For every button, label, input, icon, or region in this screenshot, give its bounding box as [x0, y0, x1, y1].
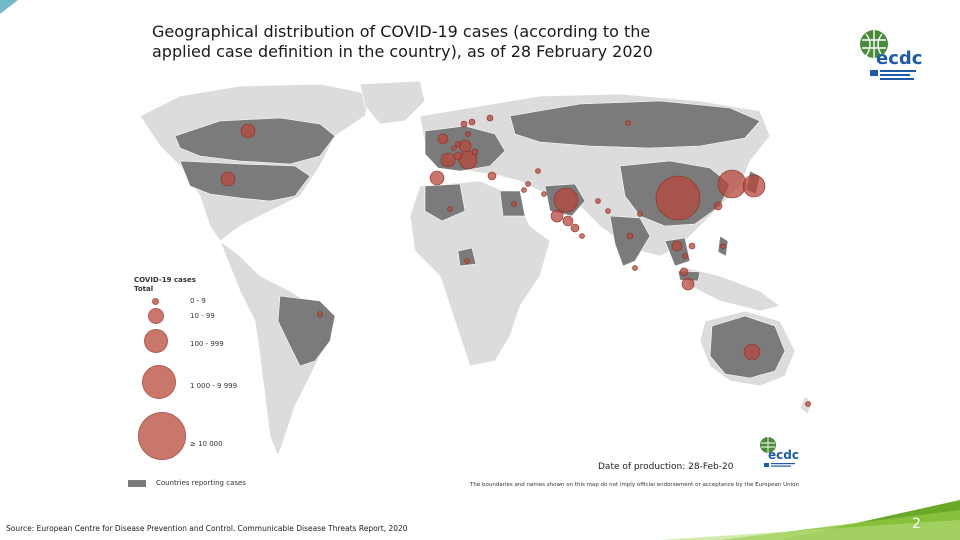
bubble-south-korea: [717, 169, 747, 199]
bubble-new-zealand: [805, 401, 811, 407]
country-usa: [179, 160, 311, 202]
bubble-kuwait: [550, 209, 564, 223]
bubble-china: [655, 175, 701, 221]
country-algeria: [424, 183, 466, 222]
legend-circle-4: [142, 365, 176, 399]
bubble-sweden: [468, 118, 476, 126]
bubble-france: [440, 152, 456, 168]
svg-text:ecdc: ecdc: [768, 448, 799, 462]
country-nigeria: [457, 247, 477, 267]
date-of-production: Date of production: 28-Feb-20: [598, 462, 734, 472]
bubble-sri-lanka: [632, 265, 638, 271]
world-map: [139, 80, 813, 457]
page-number: 2: [912, 516, 921, 532]
legend-circle-2: [148, 308, 164, 324]
bubble-switzerland: [453, 151, 463, 161]
legend-label-1: 0 - 9: [190, 297, 206, 305]
footer-green-stripe: [660, 500, 960, 540]
bubble-taiwan: [713, 201, 723, 211]
country-canada: [174, 117, 336, 165]
bubble-bahrain: [562, 215, 574, 227]
legend-circle-5: [138, 412, 186, 460]
bubble-canada: [240, 123, 256, 139]
bubble-iraq: [541, 191, 547, 197]
bubble-belgium: [451, 145, 457, 151]
land-south-america: [219, 239, 326, 457]
bubble-pakistan: [605, 208, 611, 214]
bubble-finland: [486, 114, 494, 122]
bubble-nepal: [637, 211, 643, 217]
page-title: Geographical distribution of COVID-19 ca…: [152, 22, 752, 62]
legend-circle-3: [144, 329, 168, 353]
land-north-america: [139, 83, 371, 242]
bubble-netherlands: [455, 141, 461, 147]
bubble-thailand: [671, 240, 683, 252]
title-line-1: Geographical distribution of COVID-19 ca…: [152, 22, 651, 41]
bubble-australia: [743, 343, 761, 361]
bubble-russia: [625, 120, 631, 126]
legend-label-3: 100 - 999: [190, 340, 224, 348]
bubble-egypt: [511, 201, 517, 207]
bubble-cambodia: [682, 253, 688, 259]
land-se-asia-islands: [679, 265, 781, 312]
bubble-oman: [579, 233, 585, 239]
legend-label-4: 1 000 - 9 999: [190, 382, 238, 390]
title-line-2: applied case definition in the country),…: [152, 42, 653, 61]
bubble-norway: [460, 120, 468, 128]
bubble-greece: [487, 171, 497, 181]
ecdc-logo: ecdc: [860, 30, 922, 80]
legend-label-2: 10 - 99: [190, 312, 215, 320]
map-disclaimer: The boundaries and names shown on this m…: [470, 482, 800, 488]
bubble-afghanistan: [595, 198, 601, 204]
legend-label-5: ≥ 10 000: [190, 440, 223, 448]
bubble-lebanon: [525, 181, 531, 187]
bubble-georgia: [535, 168, 541, 174]
legend-swatch-label: Countries reporting cases: [156, 479, 246, 487]
bubble-uae: [570, 223, 580, 233]
bubble-spain: [429, 170, 445, 186]
ecdc-small-logo: ecdc: [760, 437, 799, 467]
bubble-nigeria: [464, 258, 470, 264]
bubble-algeria: [447, 206, 453, 212]
bubble-denmark: [465, 131, 471, 137]
bubble-india: [626, 232, 634, 240]
bubble-singapore: [681, 277, 695, 291]
bubble-israel: [521, 187, 527, 193]
bubble-germany: [458, 139, 472, 153]
svg-text:ecdc: ecdc: [876, 48, 922, 69]
bubble-philippines: [720, 243, 726, 249]
bubble-japan: [742, 174, 766, 198]
map-legend: COVID-19 cases Total 0 - 9 10 - 99 100 -…: [128, 272, 268, 497]
source-citation: Source: European Centre for Disease Prev…: [6, 524, 408, 533]
country-russia: [509, 100, 761, 149]
legend-circle-1: [152, 298, 159, 305]
bubble-uk: [437, 133, 449, 145]
country-india: [609, 215, 651, 267]
bubble-usa: [220, 171, 236, 187]
legend-swatch-reporting: [128, 480, 146, 487]
land-greenland: [359, 80, 426, 125]
legend-title: COVID-19 cases Total: [134, 276, 196, 293]
bubble-brazil: [317, 311, 323, 317]
corner-accent: [0, 0, 18, 14]
bubble-vietnam: [688, 242, 696, 250]
bubble-iran: [553, 187, 579, 213]
bubble-malaysia: [679, 267, 689, 277]
bubble-austria: [471, 148, 479, 156]
